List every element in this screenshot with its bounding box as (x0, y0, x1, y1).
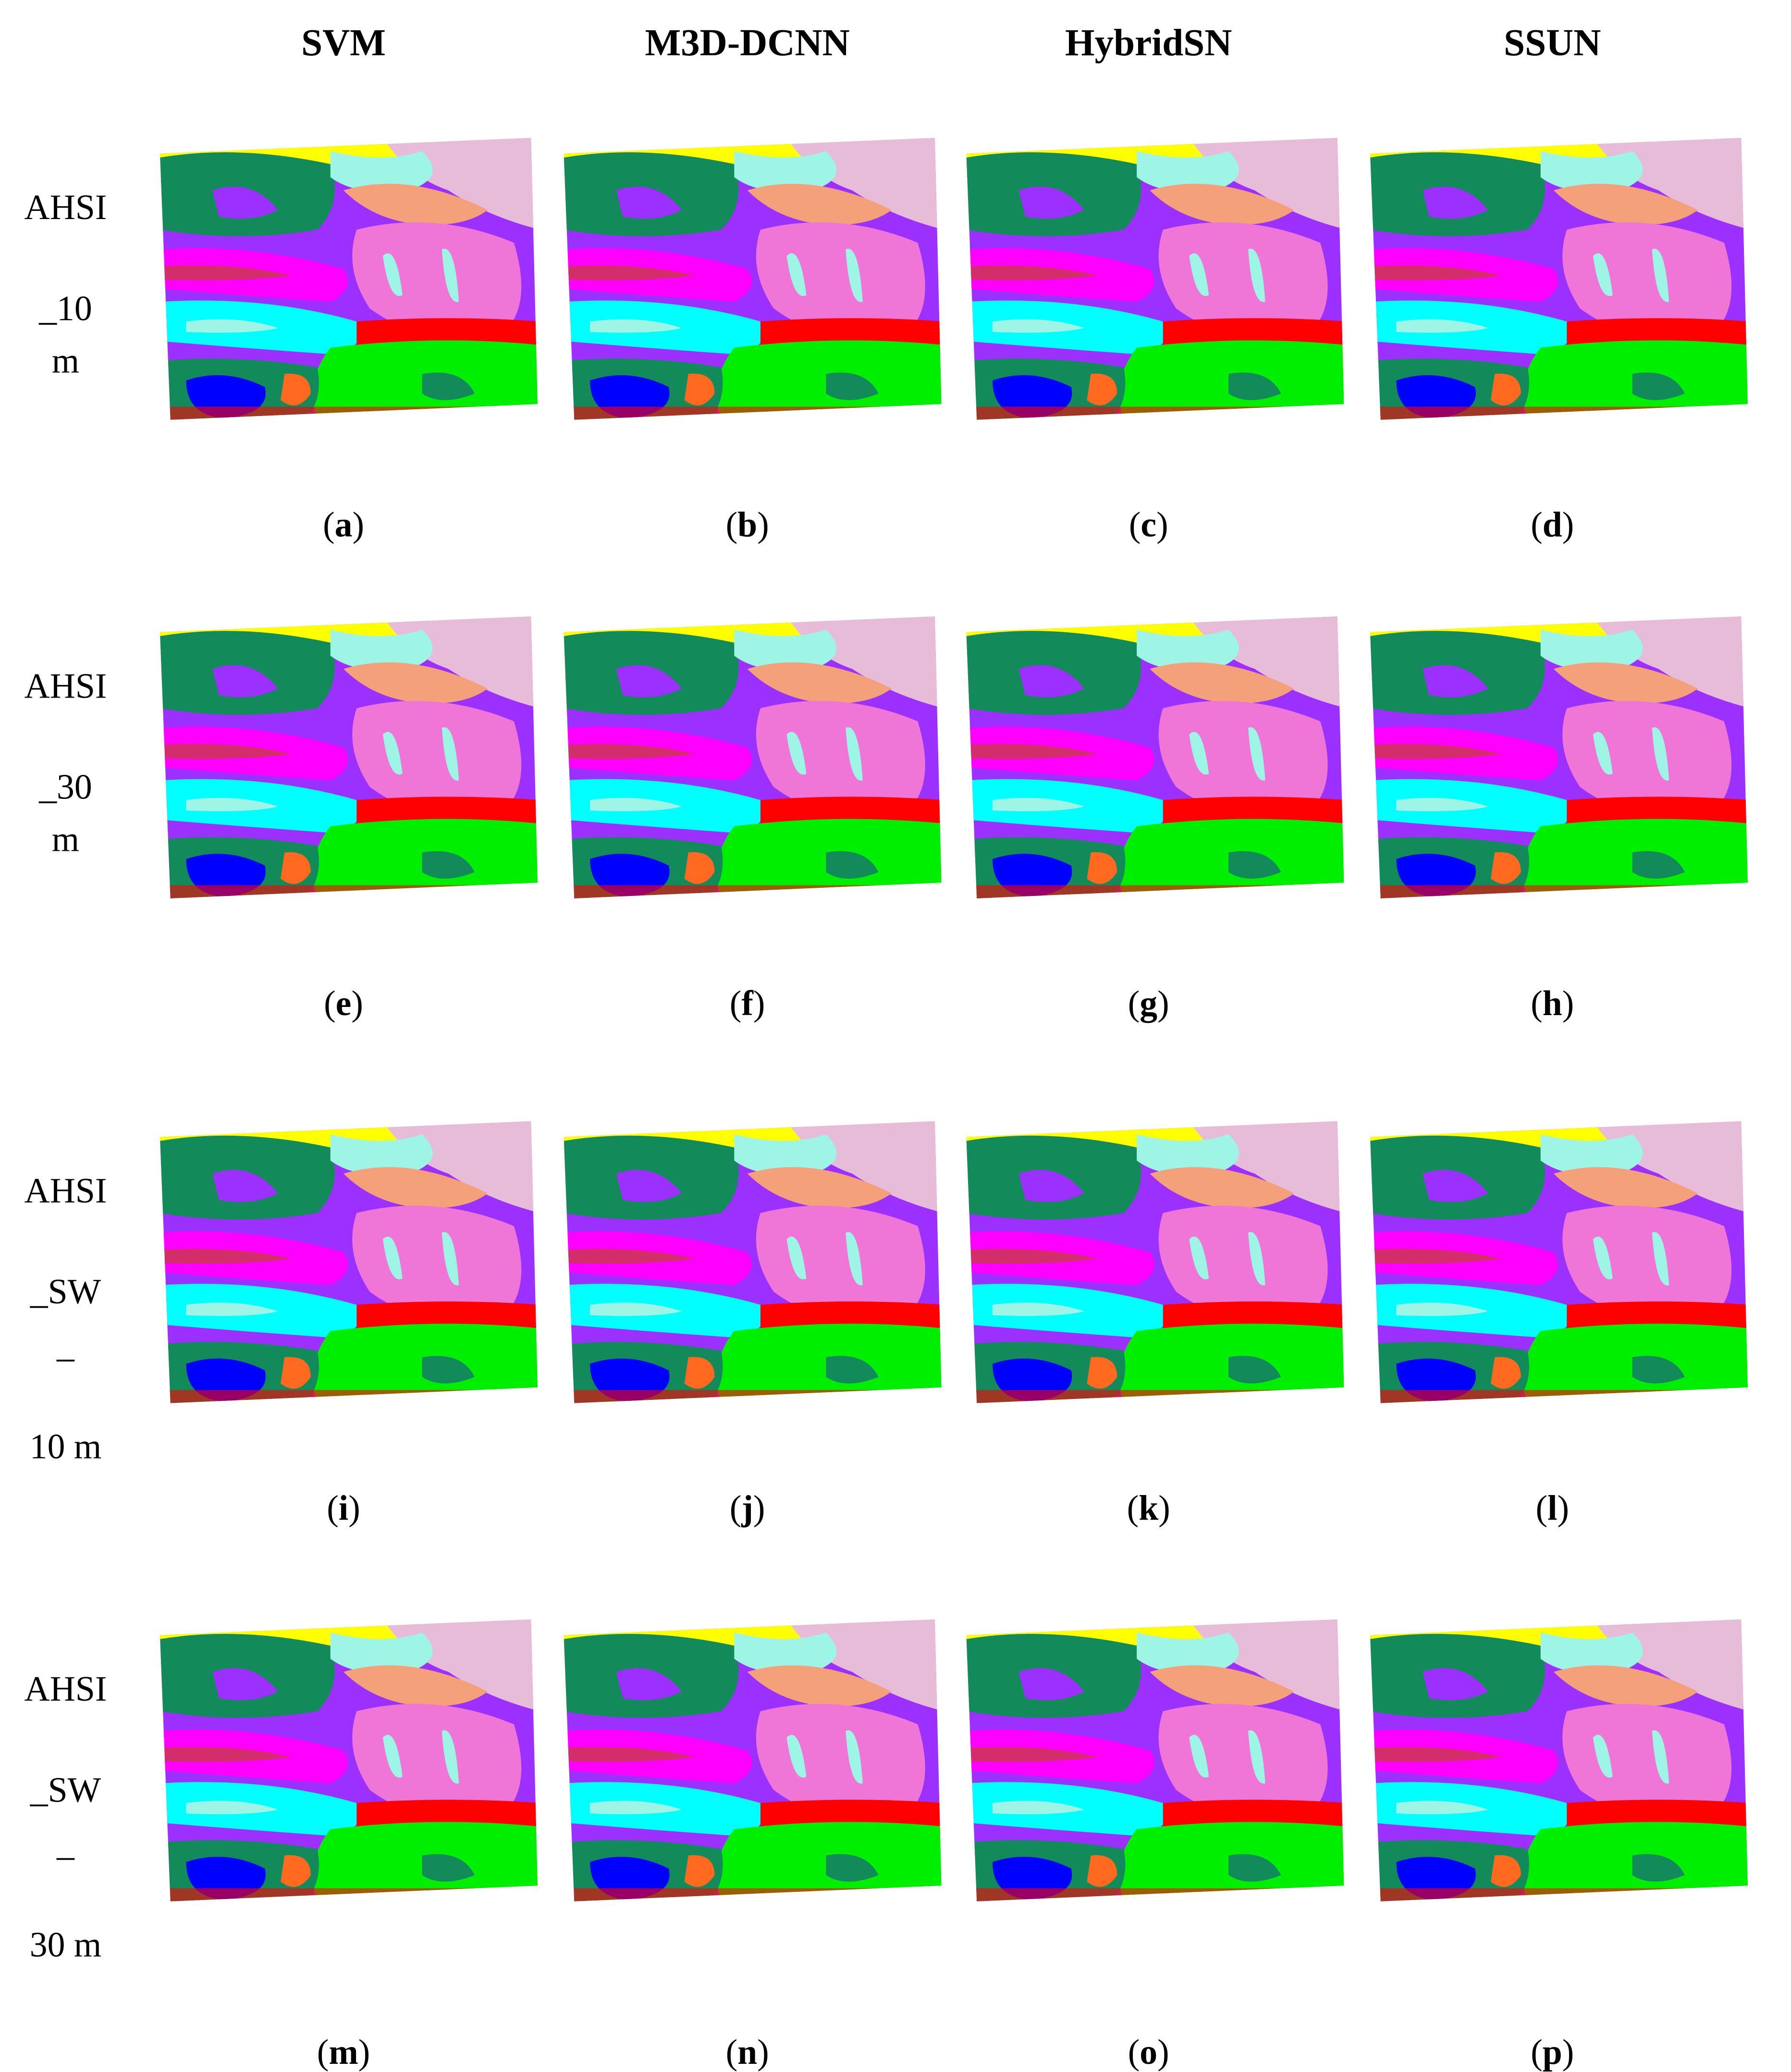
row-label: – (56, 1836, 75, 1875)
column-header: SVM (301, 22, 386, 64)
panel-label: (c) (1129, 505, 1168, 544)
row-label: m (52, 341, 79, 380)
panel-label: (d) (1531, 505, 1574, 544)
classification-map (564, 1121, 944, 1404)
panel-label: (o) (1128, 2032, 1169, 2072)
classification-map (1370, 1619, 1750, 1902)
row-label: _SW (30, 1770, 101, 1809)
classification-map (966, 138, 1346, 421)
row-label: AHSI (24, 187, 107, 227)
classification-map (160, 1619, 540, 1902)
panel-label: (p) (1531, 2032, 1574, 2072)
row-label: _SW (30, 1272, 101, 1311)
classification-map (1370, 138, 1750, 421)
row-label: AHSI (24, 666, 107, 705)
row-label: _10 (38, 288, 92, 328)
panel-label: (i) (327, 1488, 360, 1528)
classification-map (160, 616, 540, 899)
classification-map (564, 1619, 944, 1902)
classification-map (1370, 616, 1750, 899)
panel-label: (k) (1127, 1488, 1170, 1528)
classification-map (966, 1619, 1346, 1902)
panel-label: (j) (730, 1488, 765, 1528)
column-header: HybridSN (1065, 22, 1232, 64)
panel-label: (b) (726, 505, 769, 544)
classification-map (966, 616, 1346, 899)
panel-label: (h) (1531, 983, 1574, 1023)
row-label: 30 m (30, 1925, 101, 1964)
row-label: _30 (38, 767, 92, 807)
classification-map (564, 616, 944, 899)
classification-map (966, 1121, 1346, 1404)
panel-label: (e) (324, 983, 363, 1023)
row-label: – (56, 1337, 75, 1377)
column-header: SSUN (1504, 22, 1601, 64)
row-label: AHSI (24, 1171, 107, 1210)
row-label: AHSI (24, 1669, 107, 1708)
panel-label: (l) (1536, 1488, 1570, 1528)
panel-label: (f) (730, 983, 765, 1023)
classification-map (564, 138, 944, 421)
row-label: 10 m (30, 1426, 101, 1466)
panel-label: (a) (323, 505, 364, 544)
classification-map (160, 138, 540, 421)
panel-label: (m) (317, 2032, 370, 2072)
classification-map (160, 1121, 540, 1404)
column-header: M3D-DCNN (645, 22, 849, 64)
classification-map (1370, 1121, 1750, 1404)
panel-label: (g) (1128, 983, 1169, 1023)
row-label: m (52, 820, 79, 859)
panel-label: (n) (726, 2032, 769, 2072)
